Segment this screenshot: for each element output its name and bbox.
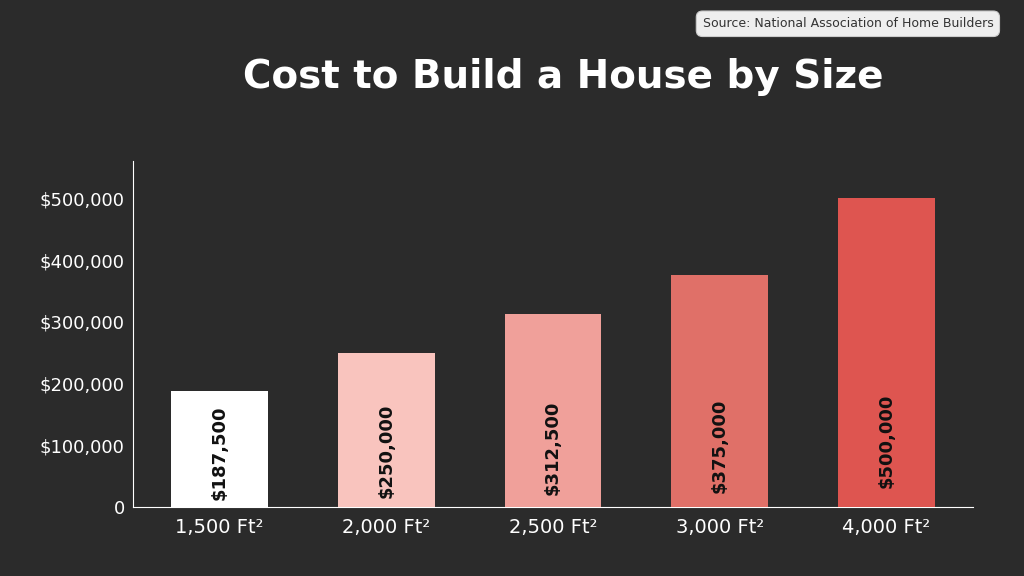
Bar xyxy=(838,198,935,507)
Text: $250,000: $250,000 xyxy=(377,403,395,498)
Text: $375,000: $375,000 xyxy=(711,399,729,493)
Bar xyxy=(338,353,434,507)
Bar xyxy=(505,314,601,507)
Text: Cost to Build a House by Size: Cost to Build a House by Size xyxy=(243,58,884,96)
Bar xyxy=(171,391,268,507)
Text: $500,000: $500,000 xyxy=(878,394,895,488)
Text: Source: National Association of Home Builders: Source: National Association of Home Bui… xyxy=(702,17,993,31)
Text: $187,500: $187,500 xyxy=(211,406,228,500)
Bar xyxy=(672,275,768,507)
Text: $312,500: $312,500 xyxy=(544,401,562,495)
